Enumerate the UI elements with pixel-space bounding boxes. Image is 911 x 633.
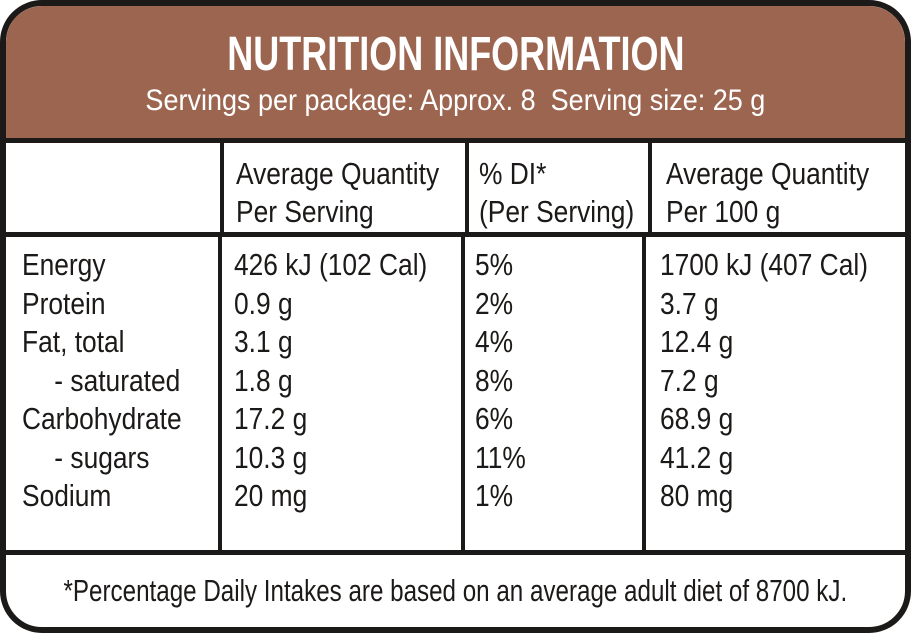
header-line: Average Quantity — [236, 156, 440, 191]
per-serving-value: 0.9 g — [233, 285, 293, 321]
per-serving-value: 17.2 g — [233, 401, 308, 436]
header-line: Average Quantity — [666, 156, 870, 191]
column-divider-3 — [642, 237, 647, 550]
column-divider-2 — [465, 143, 469, 232]
per-serving-column: 426 kJ (102 Cal) 0.9 g 3.1 g 1.8 g 17.2 … — [222, 237, 461, 550]
table-header-row: Average Quantity Per Serving % DI* (Per … — [6, 143, 905, 232]
header-cell-per-100g: Average Quantity Per 100 g — [652, 143, 905, 232]
nutrient-column: Energy Protein Fat, total - saturated Ca… — [6, 237, 218, 550]
per-100g-value: 41.2 g — [660, 439, 734, 475]
nutrient-label: Fat, total — [22, 324, 125, 359]
header-cell-daily-intake: % DI* (Per Serving) — [469, 143, 648, 232]
table-body: Energy Protein Fat, total - saturated Ca… — [6, 237, 905, 550]
servings-line: Servings per package: Approx. 8 Serving … — [145, 84, 766, 117]
divider-footer — [6, 550, 905, 555]
daily-intake-value: 6% — [475, 401, 514, 436]
per-100g-value: 3.7 g — [660, 285, 719, 321]
per-serving-value: 1.8 g — [233, 362, 293, 398]
nutrient-label: Energy — [22, 247, 106, 282]
per-100g-value: 68.9 g — [660, 401, 734, 436]
nutrient-label: Carbohydrate — [22, 401, 182, 436]
divider-header — [6, 138, 905, 143]
divider-table-head — [6, 232, 905, 237]
per-serving-value: 3.1 g — [233, 324, 293, 359]
nutrient-label: Sodium — [22, 478, 112, 513]
daily-intake-value: 11% — [475, 439, 527, 475]
nutrient-label: Protein — [22, 285, 106, 321]
panel-title: NUTRITION INFORMATION — [226, 28, 685, 81]
footnote-text: *Percentage Daily Intakes are based on a… — [63, 573, 848, 608]
footnote-bar: *Percentage Daily Intakes are based on a… — [6, 555, 905, 627]
per-100g-column: 1700 kJ (407 Cal) 3.7 g 12.4 g 7.2 g 68.… — [646, 237, 905, 550]
column-divider-1 — [220, 143, 224, 232]
per-100g-value: 7.2 g — [660, 362, 719, 398]
daily-intake-value: 1% — [475, 478, 514, 513]
column-divider-2 — [461, 237, 466, 550]
column-divider-1 — [217, 237, 222, 550]
header-line: (Per Serving) — [479, 194, 635, 229]
header-line: % DI* — [479, 156, 547, 191]
header-cell-per-serving: Average Quantity Per Serving — [224, 143, 465, 232]
per-serving-value: 20 mg — [233, 478, 308, 513]
panel-header-band: NUTRITION INFORMATION Servings per packa… — [6, 6, 905, 138]
daily-intake-value: 4% — [475, 324, 514, 359]
daily-intake-value: 8% — [475, 362, 514, 398]
header-line: Per Serving — [236, 194, 374, 229]
per-serving-value: 426 kJ (102 Cal) — [233, 247, 428, 282]
per-100g-value: 1700 kJ (407 Cal) — [660, 247, 869, 282]
daily-intake-column: 5% 2% 4% 8% 6% 11% 1% — [465, 237, 642, 550]
nutrient-label: - sugars — [54, 439, 150, 475]
header-cell-empty — [6, 143, 220, 232]
header-line: Per 100 g — [666, 194, 781, 229]
per-serving-value: 10.3 g — [233, 439, 308, 475]
per-100g-value: 80 mg — [660, 478, 734, 513]
daily-intake-value: 5% — [475, 247, 514, 282]
column-divider-3 — [648, 143, 652, 232]
daily-intake-value: 2% — [475, 285, 514, 321]
nutrient-label: - saturated — [54, 362, 181, 398]
per-100g-value: 12.4 g — [660, 324, 734, 359]
